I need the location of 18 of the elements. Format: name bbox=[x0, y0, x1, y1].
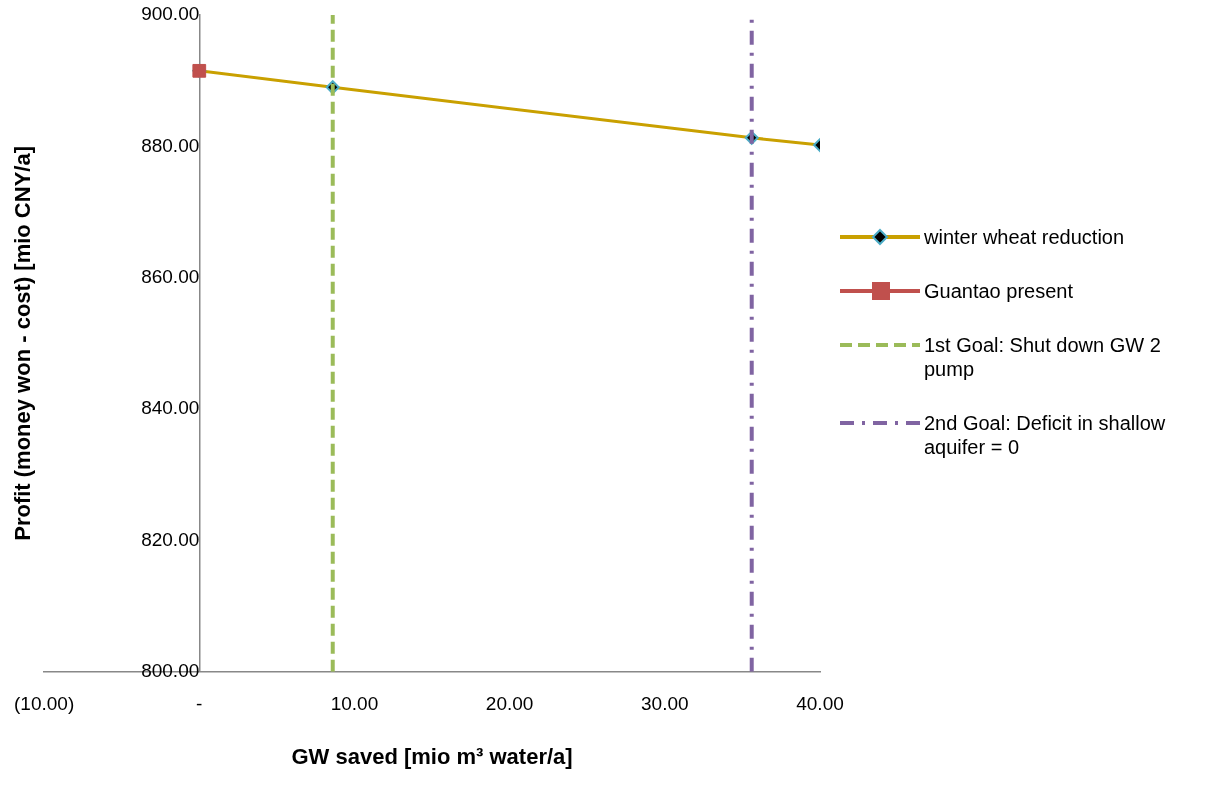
x-tick-label: 30.00 bbox=[641, 693, 689, 715]
x-tick-label: 40.00 bbox=[796, 693, 844, 715]
x-axis-title: GW saved [mio m³ water/a] bbox=[291, 743, 573, 769]
legend-label: winter wheat reduction bbox=[924, 225, 1125, 249]
x-tick-label: - bbox=[196, 693, 203, 715]
x-tick-label: 20.00 bbox=[485, 693, 534, 715]
y-tick-label: 860.00 bbox=[141, 265, 200, 287]
legend-label: 1st Goal: Shut down GW 2 pump bbox=[924, 333, 1162, 381]
y-tick-label: 880.00 bbox=[141, 134, 200, 156]
y-tick-label: 820.00 bbox=[141, 528, 200, 550]
y-axis-title: Profit (money won - cost) [mio CNY/a] bbox=[10, 146, 36, 541]
y-tick-label: 840.00 bbox=[141, 397, 200, 419]
x-tick-label: 10.00 bbox=[330, 693, 379, 715]
x-tick-label: (10.00) bbox=[14, 693, 75, 715]
legend-label: 2nd Goal: Deficit in shallow aquifer = 0 bbox=[924, 411, 1167, 459]
legend-label: Guantao present bbox=[924, 279, 1073, 303]
y-tick-label: 800.00 bbox=[141, 660, 200, 682]
y-tick-label: 900.00 bbox=[141, 3, 200, 25]
